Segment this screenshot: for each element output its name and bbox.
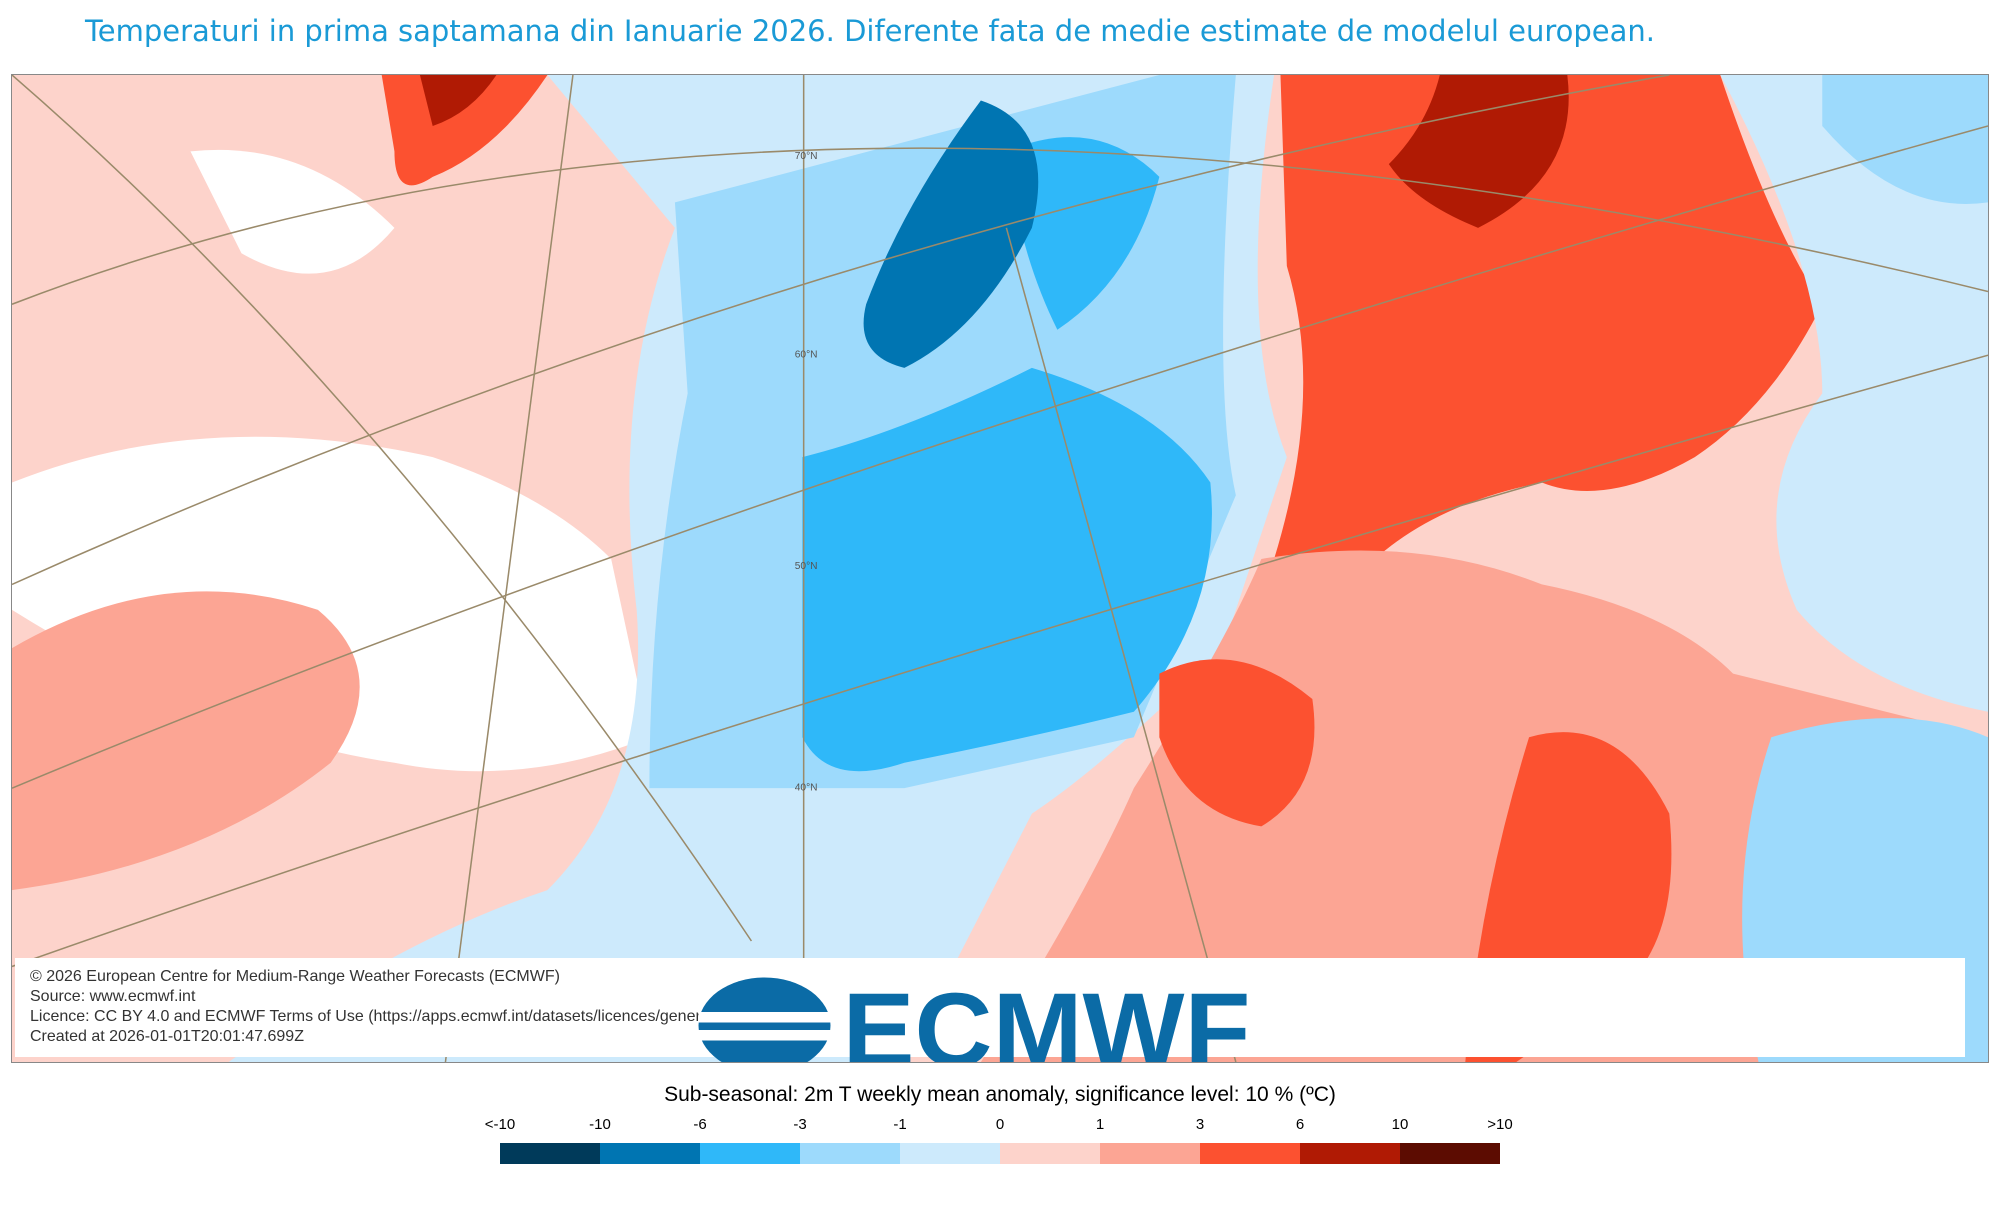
- legend-swatch: [700, 1143, 800, 1164]
- created-text: Created at 2026-01-01T20:01:47.699Z: [30, 1028, 304, 1045]
- legend-swatch: [1100, 1143, 1200, 1164]
- lat-label: 60°N: [795, 350, 818, 361]
- legend-title: Sub-seasonal: 2m T weekly mean anomaly, …: [664, 1083, 1336, 1106]
- legend-swatch: [1400, 1143, 1500, 1164]
- legend-swatch: [1200, 1143, 1300, 1164]
- legend-tick-label: <-10: [484, 1116, 516, 1133]
- legend-tick-label: 0: [995, 1116, 1005, 1133]
- page-title: Temperaturi in prima saptamana din Ianua…: [85, 14, 1655, 48]
- warm-area: [381, 75, 548, 186]
- legend-tick-label: -3: [793, 1116, 807, 1133]
- lat-label: 70°N: [795, 151, 818, 162]
- legend-tick-label: 10: [1391, 1116, 1409, 1133]
- source-text: Source: www.ecmwf.int: [30, 988, 196, 1005]
- very-cold-area: [863, 100, 1039, 368]
- legend-tick-label: 1: [1095, 1116, 1105, 1133]
- licence-text: Licence: CC BY 4.0 and ECMWF Terms of Us…: [30, 1008, 724, 1025]
- legend-colorbar: [500, 1143, 1500, 1164]
- legend-swatch: [1300, 1143, 1400, 1164]
- legend-swatch: [900, 1143, 1000, 1164]
- legend-tick-label: >10: [1487, 1116, 1513, 1133]
- legend-tick-label: -6: [693, 1116, 707, 1133]
- map-footer: © 2026 European Centre for Medium-Range …: [15, 958, 1965, 1062]
- legend-swatch: [600, 1143, 700, 1164]
- svg-text:ECMWF: ECMWF: [843, 976, 1251, 1063]
- neutral-area: [190, 149, 395, 274]
- warm-area: [1274, 75, 1823, 593]
- warm-area: [12, 591, 360, 891]
- warm-area: [1159, 659, 1315, 827]
- legend-swatch: [500, 1143, 600, 1164]
- legend-labels: <-10 -10 -6 -3 -1 0 1 3 6 10 >10: [485, 1116, 1513, 1136]
- legend-tick-label: -1: [893, 1116, 907, 1133]
- legend-tick-label: 6: [1295, 1116, 1305, 1133]
- legend-tick-label: 3: [1195, 1116, 1205, 1133]
- graticule: [12, 75, 1988, 1062]
- very-warm-area: [1388, 75, 1569, 228]
- cool-area: [1822, 75, 1988, 204]
- legend-swatch: [800, 1143, 900, 1164]
- cold-area: [1006, 137, 1160, 330]
- legend-tick-label: -10: [589, 1116, 611, 1133]
- anomaly-map: 70°N 60°N 50°N 40°N © 2026 European Cent…: [11, 74, 1989, 1063]
- ecmwf-logo: ECMWF: [698, 976, 1251, 1063]
- lat-label: 40°N: [795, 783, 818, 794]
- cold-area: [802, 367, 1212, 772]
- copyright-text: © 2026 European Centre for Medium-Range …: [30, 968, 560, 985]
- warm-area: [419, 75, 497, 126]
- lat-label: 50°N: [795, 561, 818, 572]
- legend-swatch: [1000, 1143, 1100, 1164]
